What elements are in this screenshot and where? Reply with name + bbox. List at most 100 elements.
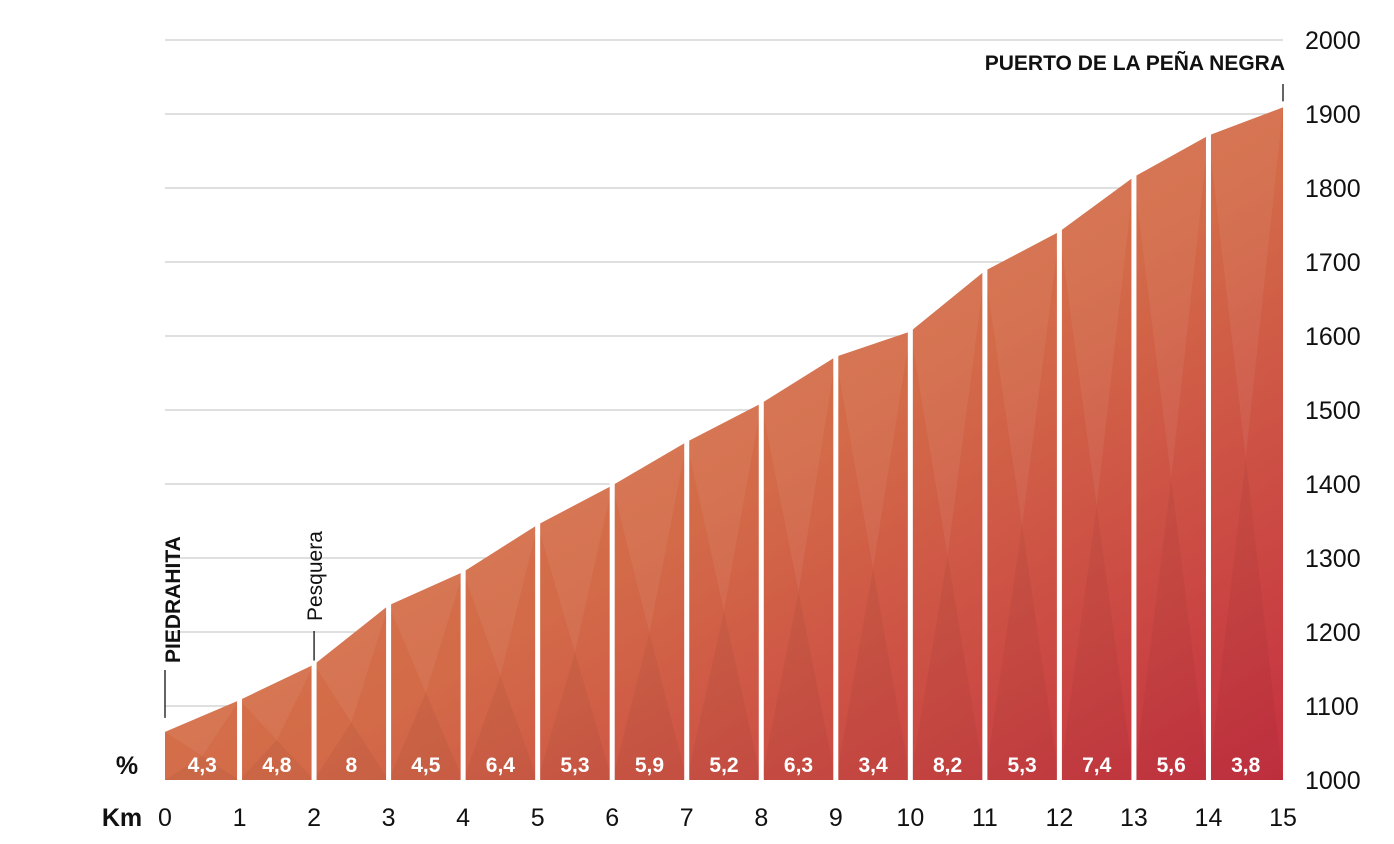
y-tick-label: 1300: [1305, 545, 1361, 573]
annotations: PIEDRAHITA Pesquera PUERTO DE LA PEÑA NEGR…: [162, 52, 1285, 718]
x-tick-label: 10: [896, 804, 924, 832]
facet-shade: [835, 331, 911, 569]
km-separator: [237, 694, 243, 782]
gradient-label: 5,6: [1157, 754, 1186, 777]
facet-shade: [1059, 176, 1134, 506]
x-tick-label: 5: [531, 804, 545, 832]
km-separator: [311, 658, 317, 782]
x-tick-label: 14: [1195, 804, 1223, 832]
x-tick-label: 15: [1269, 804, 1297, 832]
x-tick-label: 0: [158, 804, 172, 832]
facet-shade: [165, 755, 240, 780]
x-tick-label: 12: [1045, 804, 1073, 832]
y-tick-label: 1900: [1305, 101, 1361, 129]
annotation-piedrahita: PIEDRAHITA: [162, 536, 185, 663]
facet-shade: [1133, 478, 1209, 780]
facet-shade: [537, 652, 613, 780]
facet-shade: [612, 632, 687, 780]
gradient-label: 4,3: [188, 754, 217, 777]
x-tick-label: 7: [680, 804, 694, 832]
facet-shade: [463, 676, 538, 780]
y-tick-label: 1600: [1305, 323, 1361, 351]
gradient-label: 4,5: [411, 754, 441, 777]
gradient-label: 5,2: [709, 754, 738, 777]
gradient-label: 8,2: [933, 754, 962, 777]
x-tick-label: 1: [233, 804, 247, 832]
facet-shade: [612, 441, 687, 633]
km-separator: [758, 397, 764, 782]
gradient-label: 3,8: [1231, 754, 1261, 777]
profile-area-shape: [165, 107, 1283, 781]
facet-shade: [1208, 107, 1283, 458]
gradient-label: 6,3: [784, 754, 813, 777]
facet-shade: [1208, 457, 1283, 780]
km-separator: [982, 264, 988, 782]
facet-shade: [537, 485, 613, 653]
gradient-label: 5,3: [1008, 754, 1037, 777]
facet-shade: [761, 591, 836, 780]
facet-shade: [388, 572, 464, 693]
annotation-pesquera: Pesquera: [304, 531, 327, 621]
x-tick-label: 8: [754, 804, 768, 832]
km-separator: [1056, 225, 1062, 782]
km-separator: [609, 479, 615, 782]
facet-shade: [686, 403, 762, 611]
x-tick-label: 3: [382, 804, 396, 832]
km-separator: [535, 518, 541, 782]
km-separator: [907, 325, 913, 782]
gradient-label: 5,9: [635, 754, 664, 777]
y-axis-ticks: 1000 1100 1200 1300 1400 1500 1600 1700 1800 1900…: [1305, 27, 1361, 795]
facet-shade: [388, 692, 464, 780]
facet-shade: [239, 664, 315, 741]
y-tick-label: 2000: [1305, 27, 1361, 55]
x-axis-ticks: 0 1 2 3 4 5 6 7 8 9 10 11 12 13 14 15: [158, 804, 1297, 832]
km-separator: [833, 350, 839, 782]
annotation-summit: PUERTO DE LA PEÑA NEGRA: [985, 52, 1285, 75]
x-tick-label: 9: [829, 804, 843, 832]
facet-shade: [314, 605, 389, 723]
x-tick-label: 11: [972, 804, 998, 832]
y-tick-label: 1700: [1305, 249, 1361, 277]
facet-shade: [835, 568, 911, 780]
gradient-labels: 4,3 4,8 8 4,5 6,4 5,3 5,9 5,2 6,3 3,4 8,2 5,3 7,4 5,6…: [188, 754, 1261, 777]
gradient-label: 4,8: [262, 754, 292, 777]
x-tick-label: 6: [605, 804, 619, 832]
km-separator: [460, 566, 466, 782]
facet-shade: [1133, 135, 1209, 479]
y-tick-label: 1800: [1305, 175, 1361, 203]
km-separators: [237, 129, 1211, 782]
grid-lines: [165, 39, 1283, 707]
facet-shade: [761, 356, 836, 592]
profile-area: [165, 107, 1283, 781]
facet-shade: [165, 700, 240, 756]
y-tick-label: 1500: [1305, 397, 1361, 425]
x-tick-label: 2: [307, 804, 321, 832]
facet-shade: [910, 270, 985, 556]
km-separator: [684, 435, 690, 782]
gradient-label: 8: [345, 754, 357, 777]
gradient-label: 7,4: [1082, 754, 1112, 777]
gradient-label: 5,3: [560, 754, 589, 777]
x-tick-label: 4: [456, 804, 470, 832]
facet-shade: [1059, 505, 1134, 780]
facet-shade: [314, 722, 389, 780]
gradient-label: 6,4: [486, 754, 516, 777]
y-tick-label: 1400: [1305, 471, 1361, 499]
y-tick-label: 1000: [1305, 767, 1361, 795]
facet-shade: [984, 231, 1060, 526]
y-tick-label: 1100: [1305, 693, 1359, 721]
km-separator: [386, 599, 392, 782]
facet-shade: [686, 610, 762, 780]
facet-shade: [463, 524, 538, 677]
km-separator: [1205, 129, 1211, 782]
km-separator: [1131, 170, 1137, 782]
facet-shade: [239, 740, 315, 780]
percent-axis-label: %: [116, 752, 138, 780]
y-tick-label: 1200: [1305, 619, 1361, 647]
facet-shade: [910, 555, 985, 780]
gradient-label: 3,4: [858, 754, 888, 777]
facet-shade: [984, 525, 1060, 780]
km-axis-label: Km: [102, 804, 142, 832]
x-tick-label: 13: [1120, 804, 1148, 832]
